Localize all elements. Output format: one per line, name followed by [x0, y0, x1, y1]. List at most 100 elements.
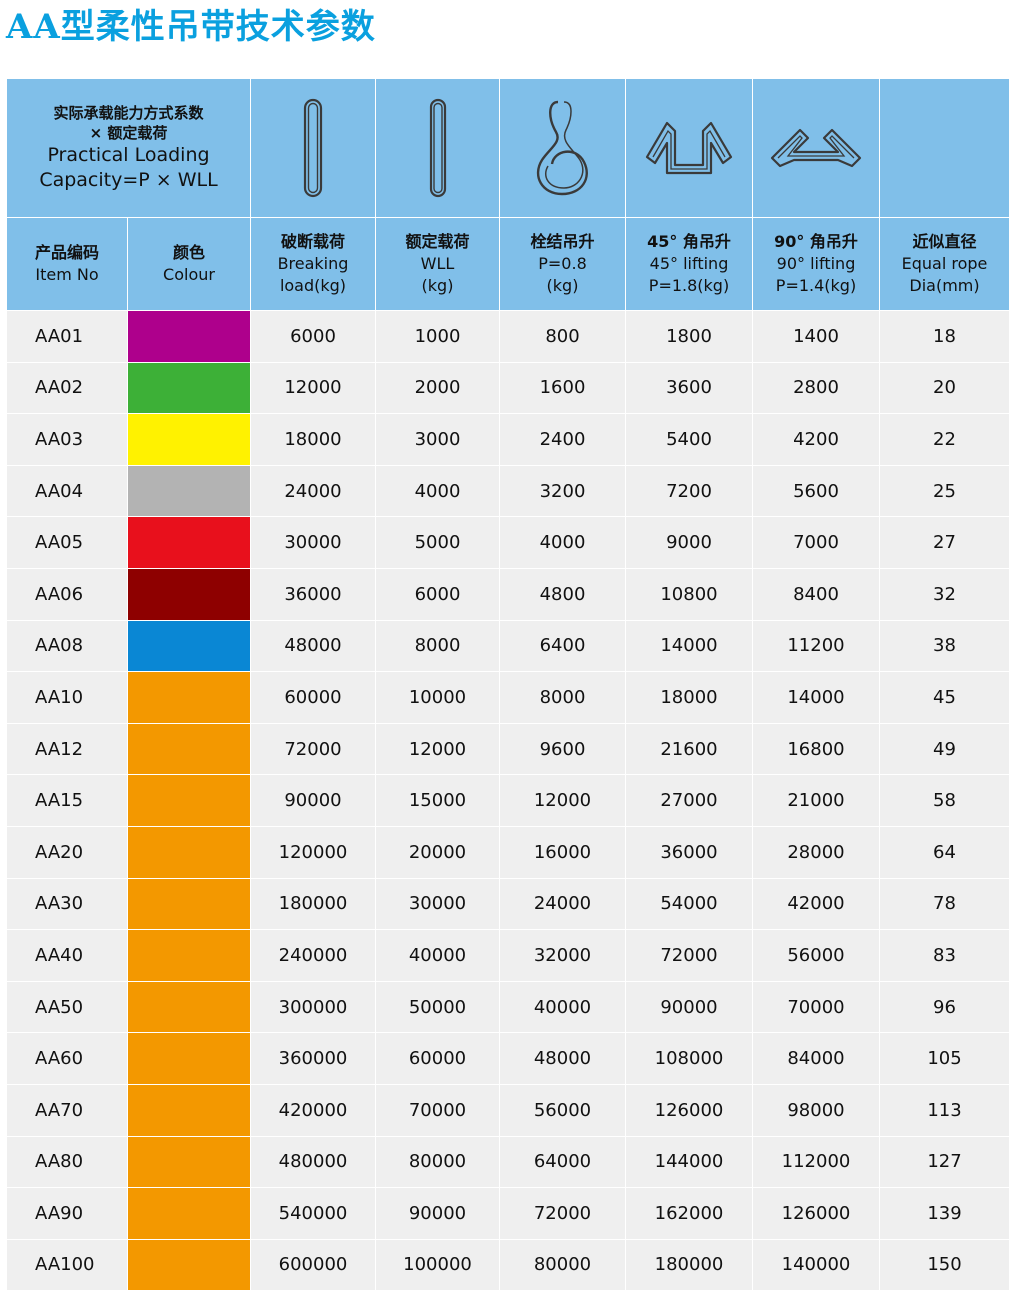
table-row: AA08 48000 8000 6400 14000 11200 38	[6, 619, 1010, 673]
cell-breaking: 12000	[250, 361, 376, 415]
header-lift90-cn: 90° 角吊升	[774, 232, 858, 251]
colour-swatch	[127, 361, 251, 415]
table-row: AA80 480000 80000 64000 144000 112000 127	[6, 1135, 1010, 1189]
cell-lift45: 126000	[625, 1083, 753, 1137]
cell-item: AA08	[6, 619, 128, 673]
cell-lift90: 7000	[752, 516, 880, 569]
cell-choke: 4800	[499, 567, 626, 621]
cell-item: AA12	[6, 722, 128, 776]
table-row: AA70 420000 70000 56000 126000 98000 113	[6, 1083, 1010, 1137]
basket-45-icon	[625, 78, 753, 218]
colour-swatch	[127, 980, 251, 1034]
table-row: AA10 60000 10000 8000 18000 14000 45	[6, 671, 1010, 724]
cell-lift90: 140000	[752, 1238, 880, 1292]
cell-dia: 27	[879, 516, 1010, 569]
cell-choke: 3200	[499, 464, 626, 518]
cell-choke: 40000	[499, 980, 626, 1034]
colour-swatch	[127, 877, 251, 931]
cell-dia: 32	[879, 567, 1010, 621]
cell-lift45: 90000	[625, 980, 753, 1034]
cell-lift90: 21000	[752, 774, 880, 827]
cell-item: AA80	[6, 1135, 128, 1189]
header-breaking-en2: load(kg)	[279, 276, 347, 295]
cell-wll: 60000	[375, 1032, 500, 1085]
header-breaking-en1: Breaking	[277, 254, 349, 273]
cell-item: AA10	[6, 671, 128, 724]
header-lift90-en2: P=1.4(kg)	[775, 276, 857, 295]
colour-swatch	[127, 464, 251, 518]
colour-swatch	[127, 825, 251, 879]
header-wll-en1: WLL	[420, 254, 455, 273]
page-title: AA型柔性吊带技术参数	[6, 7, 376, 47]
cell-lift90: 84000	[752, 1032, 880, 1085]
colour-swatch	[127, 671, 251, 724]
column-header-row: 产品编码 Item No 颜色 Colour 破断载荷 Breaking loa…	[6, 217, 1010, 311]
cell-lift90: 98000	[752, 1083, 880, 1137]
cell-lift45: 21600	[625, 722, 753, 776]
cell-breaking: 120000	[250, 825, 376, 879]
table-row: AA12 72000 12000 9600 21600 16800 49	[6, 722, 1010, 776]
cell-choke: 800	[499, 310, 626, 363]
cell-wll: 100000	[375, 1238, 500, 1292]
cell-lift45: 5400	[625, 413, 753, 466]
cell-lift45: 18000	[625, 671, 753, 724]
cell-choke: 80000	[499, 1238, 626, 1292]
cell-dia: 22	[879, 413, 1010, 466]
cell-wll: 50000	[375, 980, 500, 1034]
cell-item: AA06	[6, 567, 128, 621]
table-row: AA04 24000 4000 3200 7200 5600 25	[6, 464, 1010, 518]
cell-item: AA50	[6, 980, 128, 1034]
cell-breaking: 180000	[250, 877, 376, 931]
cell-wll: 12000	[375, 722, 500, 776]
cell-lift45: 108000	[625, 1032, 753, 1085]
table-row: AA20 120000 20000 16000 36000 28000 64	[6, 825, 1010, 879]
cell-lift45: 54000	[625, 877, 753, 931]
formula-cn-line2: × 额定载荷	[89, 124, 168, 142]
formula-cn-line1: 实际承载能力方式系数	[53, 104, 204, 122]
cell-choke: 4000	[499, 516, 626, 569]
colour-swatch	[127, 619, 251, 673]
cell-wll: 2000	[375, 361, 500, 415]
cell-breaking: 30000	[250, 516, 376, 569]
cell-lift45: 3600	[625, 361, 753, 415]
table-row: AA03 18000 3000 2400 5400 4200 22	[6, 413, 1010, 466]
cell-breaking: 420000	[250, 1083, 376, 1137]
cell-item: AA90	[6, 1187, 128, 1240]
cell-dia: 83	[879, 929, 1010, 982]
cell-lift90: 112000	[752, 1135, 880, 1189]
cell-choke: 16000	[499, 825, 626, 879]
cell-wll: 8000	[375, 619, 500, 673]
colour-swatch	[127, 1187, 251, 1240]
cell-lift45: 162000	[625, 1187, 753, 1240]
header-lift90: 90° 角吊升 90° lifting P=1.4(kg)	[752, 217, 880, 311]
cell-item: AA05	[6, 516, 128, 569]
cell-lift90: 16800	[752, 722, 880, 776]
colour-swatch	[127, 929, 251, 982]
cell-breaking: 48000	[250, 619, 376, 673]
header-dia: 近似直径 Equal rope Dia(mm)	[879, 217, 1010, 311]
cell-choke: 9600	[499, 722, 626, 776]
table-row: AA100 600000 100000 80000 180000 140000 150	[6, 1238, 1010, 1292]
cell-lift45: 72000	[625, 929, 753, 982]
header-item-en: Item No	[35, 265, 99, 284]
cell-item: AA20	[6, 825, 128, 879]
basket-90-icon	[752, 78, 880, 218]
formula-cell: 实际承载能力方式系数 × 额定载荷 Practical Loading Capa…	[6, 78, 251, 218]
cell-wll: 30000	[375, 877, 500, 931]
cell-breaking: 90000	[250, 774, 376, 827]
cell-choke: 24000	[499, 877, 626, 931]
colour-swatch	[127, 516, 251, 569]
cell-breaking: 18000	[250, 413, 376, 466]
cell-item: AA100	[6, 1238, 128, 1292]
cell-choke: 56000	[499, 1083, 626, 1137]
header-choke-en2: (kg)	[546, 276, 579, 295]
header-breaking-cn: 破断载荷	[280, 232, 345, 251]
cell-lift45: 180000	[625, 1238, 753, 1292]
header-choke: 栓结吊升 P=0.8 (kg)	[499, 217, 626, 311]
header-wll-en2: (kg)	[421, 276, 454, 295]
cell-dia: 18	[879, 310, 1010, 363]
cell-choke: 6400	[499, 619, 626, 673]
cell-lift90: 42000	[752, 877, 880, 931]
cell-breaking: 360000	[250, 1032, 376, 1085]
colour-swatch	[127, 310, 251, 363]
